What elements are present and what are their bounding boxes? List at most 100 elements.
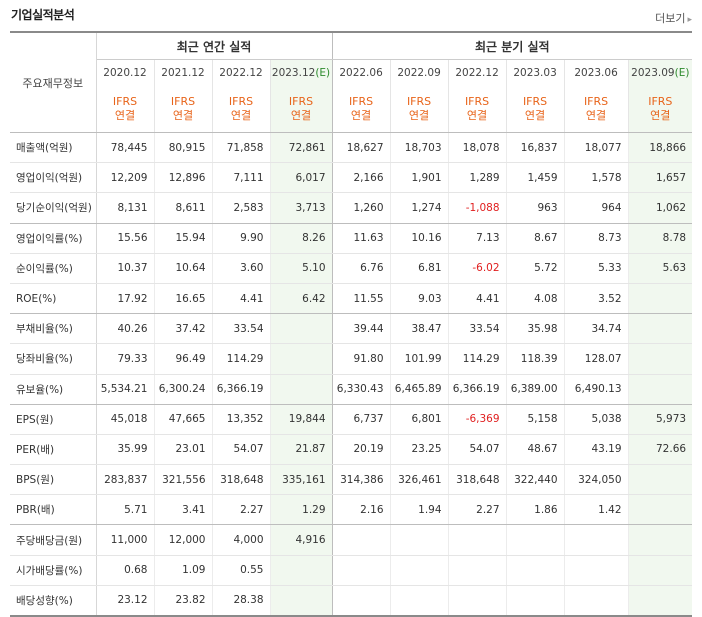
chevron-right-icon: ▸	[687, 15, 692, 25]
period-header: 2022.12	[447, 59, 507, 86]
table-cell: 4.41	[211, 283, 270, 315]
table-cell: 20.19	[331, 434, 391, 466]
ifrs-label: IFRS 연결	[563, 86, 629, 133]
table-cell: 43.19	[563, 434, 629, 466]
table-cell: 0.68	[95, 555, 154, 586]
table-cell: 6,389.00	[505, 374, 565, 405]
ifrs-label: IFRS 연결	[331, 86, 391, 133]
row-label: 순이익률(%)	[10, 253, 97, 284]
table-cell	[389, 524, 449, 556]
table-cell	[269, 555, 333, 586]
table-cell: 2,166	[331, 162, 391, 194]
period-label: 2022.09	[397, 67, 441, 79]
period-header: 2022.12	[211, 59, 270, 86]
table-cell: 18,078	[447, 132, 507, 164]
table-cell: 6,366.19	[447, 374, 507, 405]
table-cell: 8,131	[95, 192, 154, 224]
period-header: 2021.12	[153, 59, 212, 86]
ifrs-label: IFRS 연결	[95, 86, 154, 133]
table-cell: 18,627	[331, 132, 391, 164]
table-cell: 5,534.21	[95, 374, 154, 405]
ifrs-label: IFRS 연결	[153, 86, 212, 133]
table-row: 영업이익(억원) 12,209 12,896 7,111 6,017 2,166 1,901…	[10, 162, 693, 194]
row-label: EPS(원)	[10, 404, 97, 435]
ifrs-label: IFRS 연결	[389, 86, 449, 133]
row-label: ROE(%)	[10, 283, 97, 315]
table-cell: 19,844	[269, 404, 333, 435]
ifrs-label: IFRS 연결	[627, 86, 693, 133]
table-cell: 1,459	[505, 162, 565, 194]
table-cell: 13,352	[211, 404, 270, 435]
table-cell: 9.90	[211, 223, 270, 254]
table-cell: 5.33	[563, 253, 629, 284]
table-cell: 1,260	[331, 192, 391, 224]
table-cell	[627, 555, 693, 586]
period-label: 2023.09	[631, 67, 675, 79]
table-cell: 34.74	[563, 313, 629, 345]
table-cell: 47,665	[153, 404, 212, 435]
table-cell: 18,077	[563, 132, 629, 164]
table-cell: 39.44	[331, 313, 391, 345]
table-cell: 91.80	[331, 343, 391, 375]
table-cell: 114.29	[447, 343, 507, 375]
table-cell: 1,901	[389, 162, 449, 194]
financial-analysis-panel: 기업실적분석 더보기 ▸ 주요재무정보 최근 연간 실적 최근 분기 실적 2020.1…	[10, 8, 693, 617]
table-row: PBR(배) 5.71 3.41 2.27 1.29 2.16 1.94 2.27 1.86 1.…	[10, 494, 693, 526]
ifrs-line2: 연결	[524, 109, 546, 122]
table-cell	[389, 555, 449, 586]
row-label: 유보율(%)	[10, 374, 97, 405]
table-cell: 72.66	[627, 434, 693, 466]
table-cell: 0.55	[211, 555, 270, 586]
table-cell: 321,556	[153, 464, 212, 496]
more-link[interactable]: 더보기 ▸	[655, 10, 692, 26]
table-cell: 10.64	[153, 253, 212, 284]
table-cell: 7.13	[447, 223, 507, 254]
table-cell: 4,000	[211, 524, 270, 556]
period-header: 2022.09	[389, 59, 449, 86]
table-cell: 7,111	[211, 162, 270, 194]
table-cell: 8.73	[563, 223, 629, 254]
table-cell: 54.07	[447, 434, 507, 466]
table-cell: 101.99	[389, 343, 449, 375]
table-cell	[269, 374, 333, 405]
table-cell: 314,386	[331, 464, 391, 496]
ifrs-line2: 연결	[230, 109, 252, 122]
table-cell	[627, 313, 693, 345]
table-cell: 2,583	[211, 192, 270, 224]
row-label: 영업이익(억원)	[10, 162, 97, 194]
row-label: BPS(원)	[10, 464, 97, 496]
ifrs-line2: 연결	[172, 109, 194, 122]
table-cell: 96.49	[153, 343, 212, 375]
table-cell: 6,465.89	[389, 374, 449, 405]
ifrs-line2: 연결	[350, 109, 372, 122]
table-cell: 6,300.24	[153, 374, 212, 405]
period-header: 2023.09(E)	[627, 59, 693, 86]
table-cell: 10.37	[95, 253, 154, 284]
table-cell: 35.98	[505, 313, 565, 345]
table-cell: 5,973	[627, 404, 693, 435]
table-cell: 2.27	[211, 494, 270, 526]
table-cell: 318,648	[447, 464, 507, 496]
period-header: 2023.03	[505, 59, 565, 86]
table-cell: 964	[563, 192, 629, 224]
financial-table: 주요재무정보 최근 연간 실적 최근 분기 실적 2020.12 2021.12 2022…	[10, 31, 693, 617]
table-cell: 318,648	[211, 464, 270, 496]
table-row: 당기순이익(억원) 8,131 8,611 2,583 3,713 1,260 1,274-…	[10, 192, 693, 224]
table-cell	[505, 524, 565, 556]
row-label: 매출액(억원)	[10, 132, 97, 164]
table-cell: 23.25	[389, 434, 449, 466]
row-label: 주당배당금(원)	[10, 524, 97, 556]
table-cell	[269, 313, 333, 345]
table-cell: 11.63	[331, 223, 391, 254]
table-cell: 8.78	[627, 223, 693, 254]
table-cell: 54.07	[211, 434, 270, 466]
table-cell: 5.71	[95, 494, 154, 526]
table-cell	[563, 555, 629, 586]
table-cell: 1,578	[563, 162, 629, 194]
period-label: 2022.12	[219, 67, 263, 79]
table-row: ROE(%) 17.92 16.65 4.41 6.42 11.55 9.03 4.41 4.0…	[10, 283, 693, 315]
table-cell: 3.60	[211, 253, 270, 284]
table-cell: 18,866	[627, 132, 693, 164]
table-cell: 8,611	[153, 192, 212, 224]
table-cell: 35.99	[95, 434, 154, 466]
